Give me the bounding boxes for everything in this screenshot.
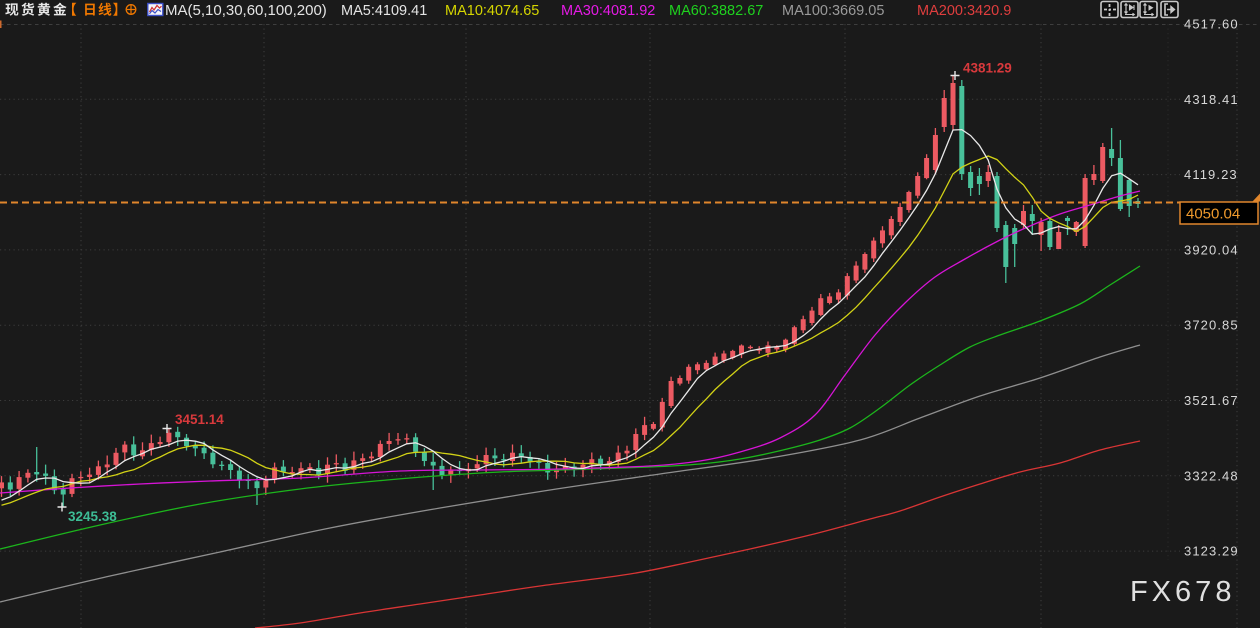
svg-text:3245.38: 3245.38 — [68, 509, 117, 524]
svg-text:MA(5,10,30,60,100,200): MA(5,10,30,60,100,200) — [165, 2, 327, 19]
svg-text:3123.29: 3123.29 — [1184, 544, 1239, 559]
svg-text:3451.14: 3451.14 — [175, 412, 224, 427]
svg-text:FX678: FX678 — [1130, 576, 1235, 608]
svg-text:3720.85: 3720.85 — [1184, 318, 1239, 333]
svg-text:MA30:4081.92: MA30:4081.92 — [561, 3, 655, 19]
svg-text:4050.04: 4050.04 — [1186, 206, 1240, 223]
svg-text:MA200:3420.9: MA200:3420.9 — [917, 3, 1011, 19]
svg-text:MA5:4109.41: MA5:4109.41 — [341, 3, 427, 19]
svg-text:4517.60: 4517.60 — [1184, 17, 1239, 32]
svg-text:4318.41: 4318.41 — [1184, 92, 1239, 107]
svg-text:MA100:3669.05: MA100:3669.05 — [782, 3, 884, 19]
svg-text:MA10:4074.65: MA10:4074.65 — [445, 3, 539, 19]
svg-text:3521.67: 3521.67 — [1184, 393, 1239, 408]
svg-text:4381.29: 4381.29 — [963, 61, 1012, 76]
svg-text:3920.04: 3920.04 — [1184, 242, 1239, 257]
svg-text:3322.48: 3322.48 — [1184, 468, 1239, 483]
svg-text:MA60:3882.67: MA60:3882.67 — [669, 3, 763, 19]
svg-text:4119.23: 4119.23 — [1184, 167, 1238, 182]
